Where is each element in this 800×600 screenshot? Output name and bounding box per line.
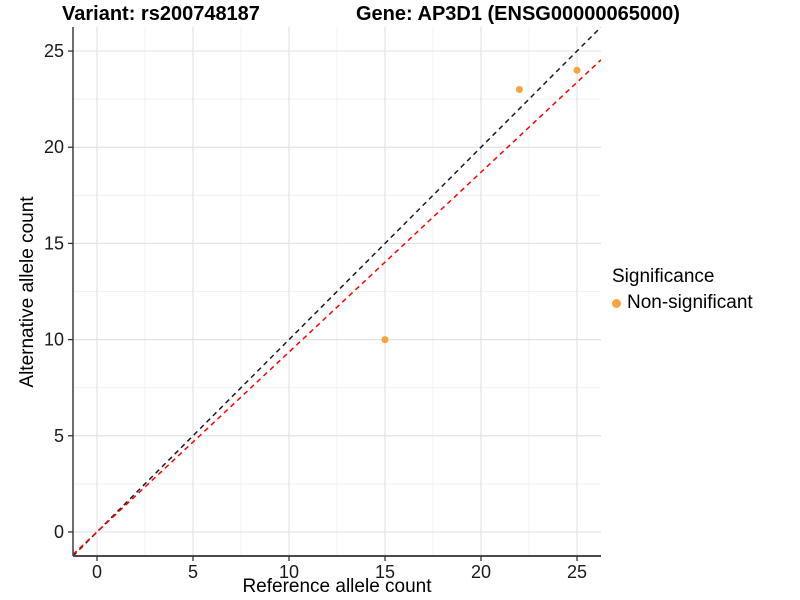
x-tick-label: 20: [471, 562, 491, 582]
x-tick-label: 0: [92, 562, 102, 582]
x-tick-label: 10: [279, 562, 299, 582]
identity-line: [73, 27, 601, 556]
legend-item-non-significant: Non-significant: [612, 292, 753, 314]
y-tick-label: 5: [54, 426, 64, 446]
legend-point-icon: [612, 298, 621, 308]
data-point: [515, 86, 523, 94]
y-tick-label: 20: [44, 137, 64, 157]
y-tick-label: 25: [44, 41, 64, 61]
x-tick-label: 25: [567, 562, 587, 582]
plot-title-variant: Variant: rs200748187: [62, 3, 260, 25]
data-point: [381, 336, 389, 344]
data-point: [573, 66, 581, 74]
x-axis-title: Reference allele count: [242, 576, 432, 597]
y-tick-label: 15: [44, 233, 64, 253]
legend: Significance Non-significant: [612, 266, 753, 314]
legend-title: Significance: [612, 266, 715, 287]
y-tick-label: 0: [54, 522, 64, 542]
y-tick-label: 10: [44, 330, 64, 350]
plot-title-gene: Gene: AP3D1 (ENSG00000065000): [356, 3, 680, 25]
expected-ratio-line: [73, 59, 601, 555]
legend-item-label: Non-significant: [627, 292, 753, 313]
x-tick-label: 5: [188, 562, 198, 582]
y-axis-title: Alternative allele count: [17, 196, 38, 388]
x-tick-label: 15: [375, 562, 395, 582]
